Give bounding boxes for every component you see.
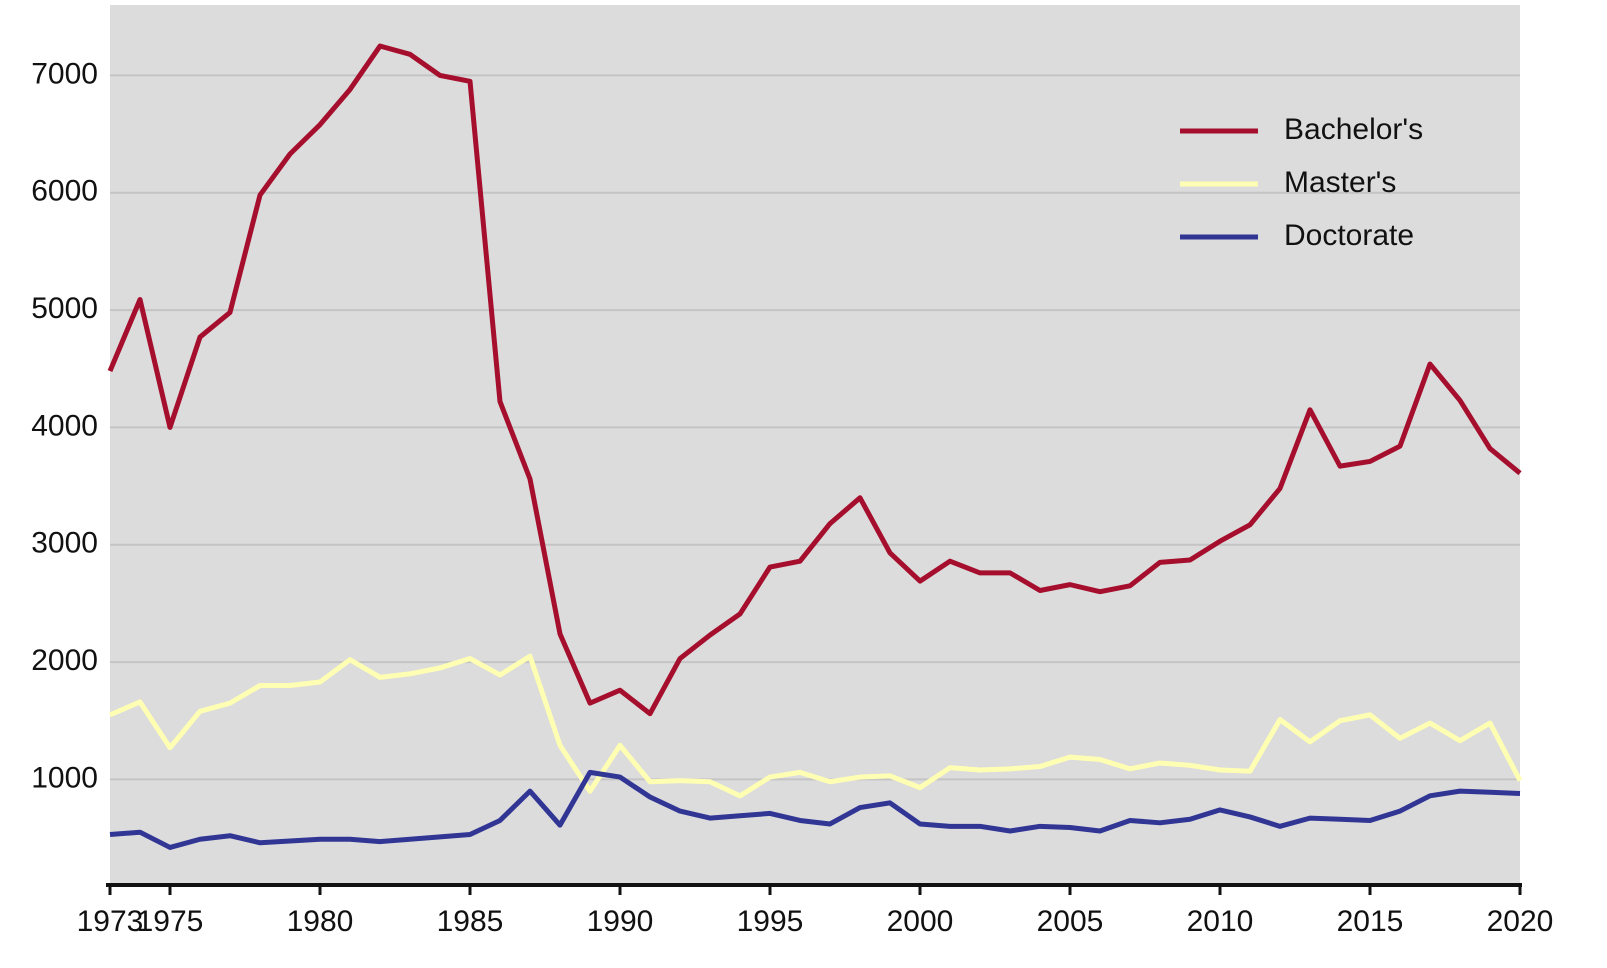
x-tick-label: 2015 xyxy=(1337,905,1404,938)
x-tick-label: 2010 xyxy=(1187,905,1254,938)
x-tick-label: 2000 xyxy=(887,905,954,938)
x-tick-label: 1973 xyxy=(77,905,144,938)
legend-label: Master's xyxy=(1284,166,1396,199)
x-tick-label: 1985 xyxy=(437,905,504,938)
y-tick-label: 7000 xyxy=(31,57,98,90)
x-tick-label: 1995 xyxy=(737,905,804,938)
x-tick-label: 2020 xyxy=(1487,905,1554,938)
y-tick-label: 3000 xyxy=(31,527,98,560)
x-tick-label: 1990 xyxy=(587,905,654,938)
series-line xyxy=(107,43,1522,717)
y-tick-label: 6000 xyxy=(31,175,98,208)
x-tick-label: 1975 xyxy=(137,905,204,938)
series-line xyxy=(109,653,1523,799)
legend-label: Doctorate xyxy=(1284,219,1414,252)
y-tick-label: 1000 xyxy=(31,761,98,794)
x-tick-label: 2005 xyxy=(1037,905,1104,938)
series-line xyxy=(109,769,1521,850)
x-tick-label: 1980 xyxy=(287,905,354,938)
legend-label: Bachelor's xyxy=(1284,113,1423,146)
plot-background xyxy=(110,5,1520,885)
y-tick-label: 4000 xyxy=(31,409,98,442)
y-tick-label: 5000 xyxy=(31,292,98,325)
y-tick-label: 2000 xyxy=(31,644,98,677)
